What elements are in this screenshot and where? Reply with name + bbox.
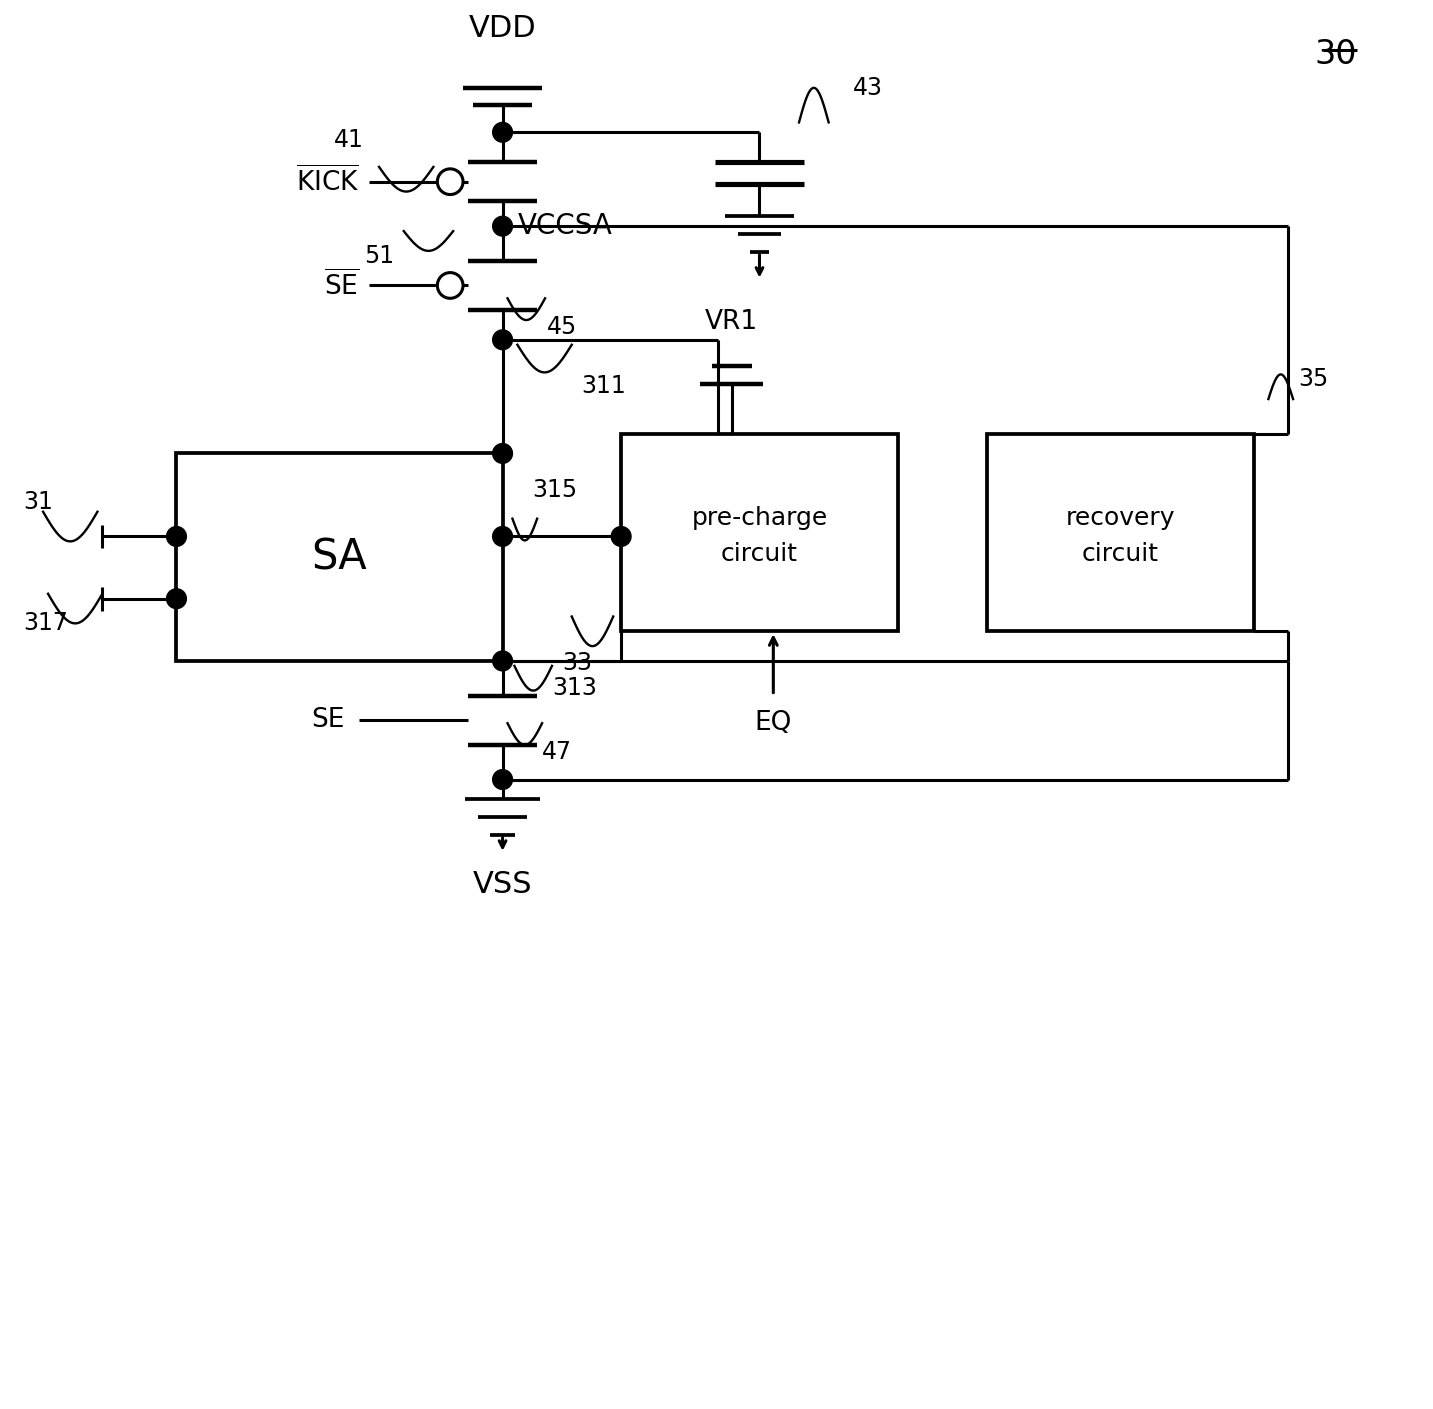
- Text: 31: 31: [23, 490, 53, 514]
- Text: $\overline{\rm SE}$: $\overline{\rm SE}$: [324, 271, 360, 302]
- Circle shape: [493, 444, 513, 464]
- Circle shape: [493, 651, 513, 671]
- Circle shape: [166, 589, 186, 609]
- Text: 315: 315: [532, 478, 577, 502]
- Circle shape: [166, 527, 186, 547]
- Text: 30: 30: [1315, 38, 1357, 72]
- Text: 35: 35: [1298, 368, 1328, 392]
- Text: 51: 51: [364, 244, 394, 268]
- Bar: [987, 434, 1254, 631]
- Text: circuit: circuit: [721, 542, 798, 566]
- Circle shape: [493, 123, 513, 142]
- Text: VDD: VDD: [469, 14, 536, 44]
- Text: 313: 313: [552, 676, 598, 700]
- Bar: [620, 434, 898, 631]
- Circle shape: [493, 217, 513, 237]
- Text: SA: SA: [311, 537, 367, 578]
- Text: VCCSA: VCCSA: [517, 213, 612, 240]
- Text: $\overline{\rm KICK}$: $\overline{\rm KICK}$: [295, 166, 360, 197]
- Text: 311: 311: [582, 375, 626, 399]
- Text: 33: 33: [562, 651, 592, 675]
- Circle shape: [493, 527, 513, 547]
- Text: VSS: VSS: [473, 871, 533, 899]
- Text: pre-charge: pre-charge: [691, 506, 828, 530]
- Circle shape: [493, 330, 513, 349]
- Text: SE: SE: [311, 707, 344, 733]
- Text: 43: 43: [854, 76, 883, 100]
- Bar: [176, 454, 503, 661]
- Text: circuit: circuit: [1082, 542, 1159, 566]
- Text: VR1: VR1: [705, 309, 758, 335]
- Text: EQ: EQ: [755, 710, 792, 737]
- Text: recovery: recovery: [1065, 506, 1175, 530]
- Text: 317: 317: [23, 612, 69, 635]
- Circle shape: [493, 769, 513, 789]
- Text: 45: 45: [547, 316, 577, 340]
- Text: 41: 41: [334, 128, 364, 152]
- Text: 47: 47: [542, 740, 572, 764]
- Circle shape: [612, 527, 631, 547]
